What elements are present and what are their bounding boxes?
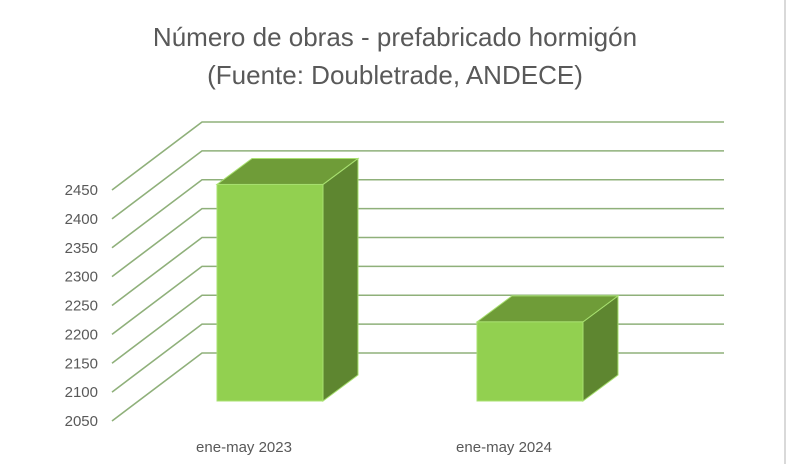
- y-tick-label: 2350: [65, 240, 98, 257]
- x-category-label: ene-may 2023: [196, 439, 292, 456]
- y-tick-label: 2200: [65, 326, 98, 343]
- bar-front: [216, 183, 324, 402]
- y-tick-label: 2400: [65, 211, 98, 228]
- gridline: [111, 352, 724, 422]
- gridline: [111, 294, 724, 364]
- gridline: [111, 178, 724, 249]
- gridline: [111, 121, 724, 191]
- bar: [475, 294, 620, 402]
- y-tick-label: 2100: [65, 384, 98, 401]
- gridline: [111, 150, 724, 220]
- gridline: [111, 207, 724, 278]
- y-tick-label: 2450: [65, 182, 98, 199]
- bar-front: [476, 321, 584, 402]
- y-tick-label: 2050: [65, 413, 98, 430]
- y-tick-label: 2150: [65, 355, 98, 372]
- gridline: [111, 265, 724, 336]
- chart-title-line-1: Número de obras - prefabricado hormigón: [153, 22, 637, 52]
- bar: [215, 157, 360, 402]
- y-tick-label: 2300: [65, 269, 98, 286]
- gridline: [111, 236, 724, 307]
- x-category-label: ene-may 2024: [456, 439, 552, 456]
- y-tick-label: 2250: [65, 298, 98, 315]
- bar-side: [322, 157, 359, 402]
- gridline: [111, 323, 724, 393]
- chart-title-line-2: (Fuente: Doubletrade, ANDECE): [207, 60, 583, 90]
